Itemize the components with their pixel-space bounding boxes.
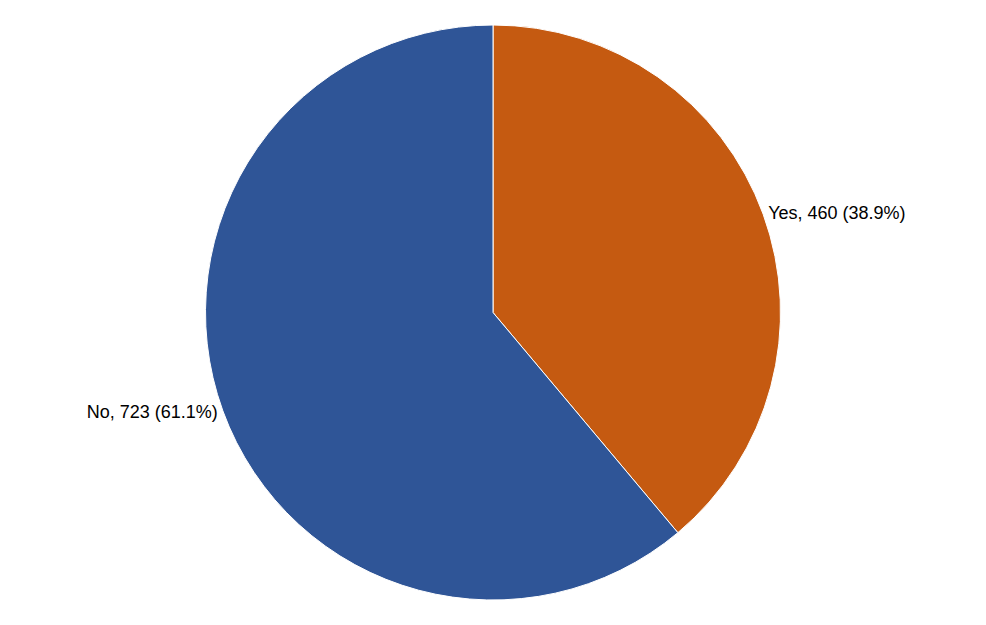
svg-text:Yes, 460 (38.9%): Yes, 460 (38.9%) [768, 203, 905, 223]
svg-text:No, 723 (61.1%): No, 723 (61.1%) [87, 402, 218, 422]
